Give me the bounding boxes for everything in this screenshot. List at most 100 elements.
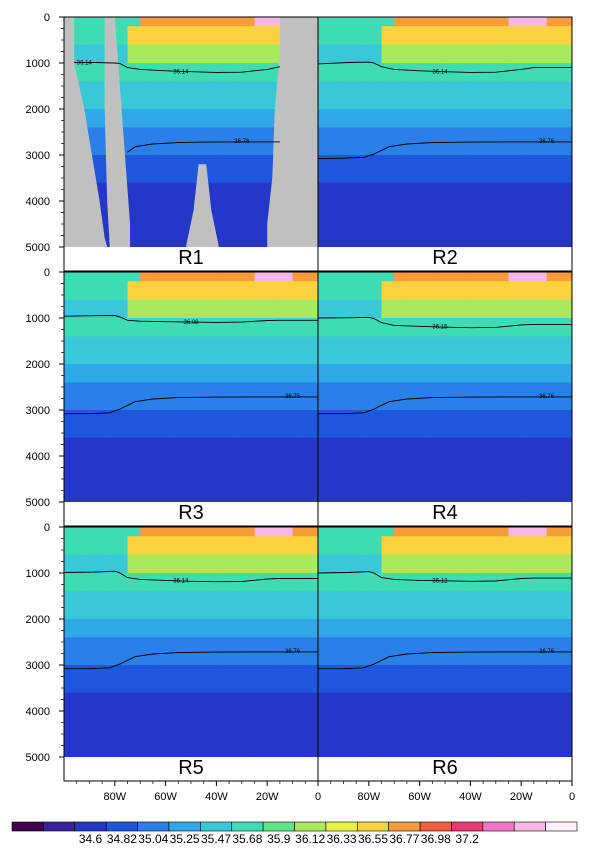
heat-cell <box>152 391 160 402</box>
heat-cell <box>349 382 357 393</box>
heat-cell <box>305 474 313 485</box>
heat-cell <box>241 210 249 220</box>
contour-label: 36.76 <box>539 394 555 400</box>
heat-cell <box>438 327 446 337</box>
heat-cell <box>527 44 535 55</box>
heat-cell <box>133 573 141 583</box>
heat-cell <box>445 164 452 174</box>
heat-cell <box>502 391 510 402</box>
heat-cell <box>394 410 402 420</box>
heat-cell <box>375 492 383 503</box>
heat-cell <box>362 318 370 328</box>
heat-cell <box>533 419 541 429</box>
heat-cell <box>521 35 529 46</box>
heat-cell <box>114 354 122 365</box>
heat-cell <box>95 527 103 537</box>
heat-cell <box>451 17 459 27</box>
heat-cell <box>197 619 205 629</box>
heat-cell <box>248 44 256 55</box>
heat-cell <box>121 127 129 138</box>
heat-cell <box>222 118 230 128</box>
heat-cell <box>159 219 167 230</box>
heat-cell <box>559 191 567 202</box>
heat-cell <box>286 364 294 374</box>
heat-cell <box>184 628 192 638</box>
heat-cell <box>298 336 306 347</box>
heat-cell <box>521 465 529 475</box>
heat-cell <box>305 437 313 448</box>
heat-cell <box>470 373 478 383</box>
heat-cell <box>400 155 408 165</box>
heat-cell <box>476 400 484 411</box>
heat-cell <box>191 665 198 675</box>
heat-cell <box>248 683 256 694</box>
heat-cell <box>508 290 516 301</box>
heat-cell <box>76 354 84 365</box>
heat-cell <box>394 492 402 503</box>
heat-cell <box>121 400 129 411</box>
heat-cell <box>324 219 332 230</box>
heat-cell <box>279 318 287 328</box>
heat-cell <box>133 527 141 537</box>
heat-cell <box>140 646 148 657</box>
heat-cell <box>489 483 497 494</box>
heat-cell <box>165 492 173 503</box>
heat-cell <box>464 53 471 64</box>
heat-cell <box>400 400 408 411</box>
heat-cell <box>267 90 275 101</box>
heat-cell <box>489 164 497 174</box>
heat-cell <box>286 373 294 383</box>
heat-cell <box>451 90 459 101</box>
heat-cell <box>356 410 364 420</box>
heat-cell <box>260 373 268 383</box>
heat-cell <box>514 410 522 420</box>
heat-cell <box>330 145 338 156</box>
heat-cell <box>121 591 129 602</box>
heat-cell <box>146 465 154 475</box>
heat-cell <box>140 191 148 202</box>
heat-cell <box>514 155 522 165</box>
heat-cell <box>216 554 224 565</box>
heat-cell <box>140 373 148 383</box>
heat-cell <box>337 136 344 147</box>
heat-cell <box>502 90 510 101</box>
heat-cell <box>356 456 364 466</box>
heat-cell <box>330 99 338 110</box>
heat-cell <box>197 382 205 393</box>
heat-cell <box>413 35 421 46</box>
heat-cell <box>235 63 243 73</box>
heat-cell <box>241 53 249 64</box>
heat-cell <box>381 90 389 101</box>
heat-cell <box>267 364 275 374</box>
heat-cell <box>292 272 300 282</box>
heat-cell <box>178 554 186 565</box>
heat-cell <box>343 419 351 429</box>
heat-cell <box>178 327 186 337</box>
heat-cell <box>159 72 167 82</box>
heat-cell <box>483 109 491 119</box>
heat-cell <box>70 646 78 657</box>
heat-cell <box>159 674 167 684</box>
heat-cell <box>476 118 484 128</box>
heat-cell <box>406 145 414 156</box>
heat-cell <box>464 456 471 466</box>
heat-cell <box>241 228 249 239</box>
heat-cell <box>102 299 110 310</box>
heat-cell <box>146 81 154 92</box>
heat-cell <box>248 299 256 310</box>
heat-cell <box>229 336 237 347</box>
heat-cell <box>394 400 402 411</box>
heat-cell <box>241 237 249 248</box>
heat-cell <box>445 290 452 301</box>
heat-cell <box>457 446 465 457</box>
heat-cell <box>267 118 275 128</box>
heat-cell <box>464 290 471 301</box>
heat-cell <box>241 437 249 448</box>
heat-cell <box>432 446 440 457</box>
heat-cell <box>70 692 78 703</box>
heat-cell <box>540 428 548 439</box>
heat-cell <box>502 173 510 184</box>
heat-cell <box>514 90 522 101</box>
heat-cell <box>216 483 224 494</box>
heat-cell <box>298 272 306 282</box>
